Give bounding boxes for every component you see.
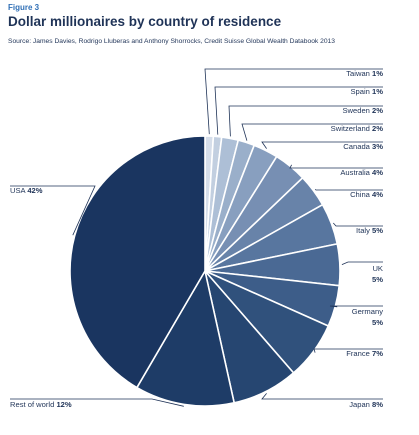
slice-label-france: France 7% <box>346 349 383 358</box>
leader-line-sweden <box>228 105 383 137</box>
slice-label-taiwan: Taiwan 1% <box>346 69 383 78</box>
slice-label-china: China 4% <box>350 190 383 199</box>
leader-line-rest-of-world <box>10 398 184 407</box>
leader-line-france <box>313 348 383 353</box>
pie-slice-usa <box>69 135 206 389</box>
slice-label-switzerland: Switzerland 2% <box>331 124 384 133</box>
leader-line-uk <box>341 261 383 265</box>
slice-label-germany: Germany 5% <box>352 307 383 327</box>
chart-source: Source: James Davies, Rodrigo Lluberas a… <box>8 38 335 45</box>
slice-label-australia: Australia 4% <box>340 168 383 177</box>
leader-line-australia <box>289 164 383 169</box>
leader-line-japan <box>261 393 383 400</box>
chart-title: Dollar millionaires by country of reside… <box>8 14 282 29</box>
label-leaders <box>10 68 383 407</box>
slice-label-spain: Spain 1% <box>350 87 383 96</box>
pie-slice-rest-of-world <box>136 270 235 407</box>
pie-slices <box>69 135 341 407</box>
leader-line-switzerland <box>241 123 383 141</box>
slice-labels: Taiwan 1% Spain 1% Sweden 2% Switzerland 2%… <box>10 69 383 409</box>
leader-line-italy <box>333 222 383 227</box>
leader-line-taiwan <box>204 68 383 135</box>
leader-line-china <box>314 189 383 191</box>
slice-label-italy: Italy 5% <box>356 226 383 235</box>
slice-label-usa: USA 42% <box>10 186 43 195</box>
slice-label-rest-of-world: Rest of world 12% <box>10 400 72 409</box>
figure-label: Figure 3 <box>8 3 40 12</box>
leader-line-spain <box>214 86 383 135</box>
leader-line-germany <box>329 305 383 308</box>
leader-line-canada <box>261 141 383 149</box>
slice-label-sweden: Sweden 2% <box>342 106 383 115</box>
leader-line-usa <box>10 185 96 236</box>
slice-label-uk: UK 5% <box>372 264 383 284</box>
slice-label-canada: Canada 3% <box>343 142 383 151</box>
slice-label-japan: Japan 8% <box>349 400 383 409</box>
